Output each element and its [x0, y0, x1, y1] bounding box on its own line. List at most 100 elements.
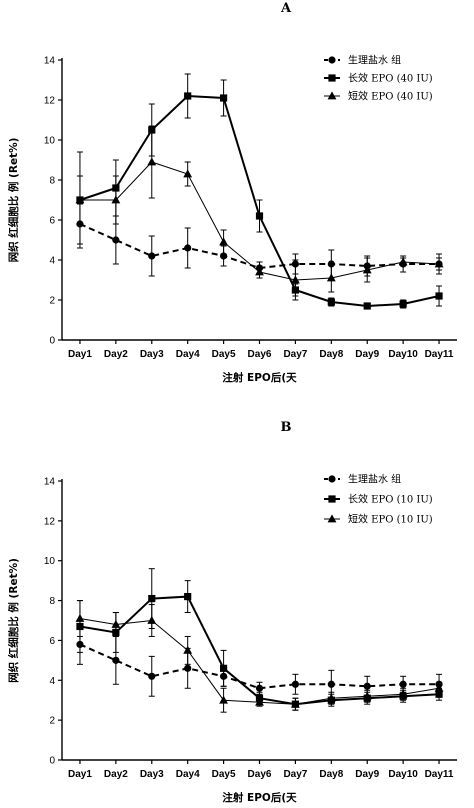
- data-point: [399, 300, 407, 308]
- legend-label: 生理盐水 组: [348, 54, 401, 67]
- y-tick-label: 0: [49, 756, 55, 767]
- data-point: [255, 267, 264, 276]
- data-point: [111, 619, 121, 628]
- y-tick-label: 10: [44, 136, 56, 147]
- data-point: [362, 265, 372, 274]
- x-tick-label: Day4: [176, 349, 200, 360]
- x-tick-label: Day9: [355, 349, 379, 360]
- legend-item: 长效 EPO (40 IU): [324, 72, 433, 85]
- x-tick-label: Day3: [140, 769, 164, 780]
- data-point: [326, 693, 336, 702]
- data-point: [147, 157, 157, 166]
- data-point: [363, 302, 371, 310]
- x-tick-label: Day4: [176, 769, 200, 780]
- data-point: [112, 236, 120, 244]
- data-point: [435, 292, 443, 300]
- series-line: [79, 643, 440, 690]
- series-triangle: [75, 125, 444, 301]
- data-point: [398, 257, 408, 266]
- x-tick-label: Day2: [104, 349, 128, 360]
- x-tick-label: Day7: [283, 349, 307, 360]
- y-tick-label: 12: [44, 516, 56, 527]
- data-point: [148, 252, 156, 260]
- x-tick-label: Day10: [388, 769, 418, 780]
- data-point: [112, 656, 120, 664]
- legend-marker: [327, 91, 337, 100]
- data-point: [219, 94, 228, 102]
- x-tick-label: Day6: [248, 769, 272, 780]
- data-point: [326, 273, 336, 282]
- data-point: [434, 683, 444, 692]
- x-tick-label: Day3: [140, 349, 164, 360]
- x-tick-label: Day1: [68, 769, 92, 780]
- legend-label: 生理盐水 组: [348, 473, 401, 486]
- data-point: [75, 613, 85, 622]
- legend-marker: [328, 74, 336, 82]
- series-triangle: [75, 600, 444, 713]
- x-tick-label: Day11: [425, 349, 454, 360]
- data-point: [148, 594, 156, 603]
- legend-label: 长效 EPO (40 IU): [348, 72, 433, 85]
- series-circle: [76, 623, 443, 699]
- data-point: [255, 684, 264, 692]
- x-tick-label: Day8: [319, 349, 343, 360]
- data-point: [291, 275, 300, 284]
- data-point: [111, 195, 121, 204]
- x-axis-title: 注射 EPO后(天: [222, 791, 297, 804]
- panel-title-a: A: [280, 1, 292, 16]
- y-tick-label: 8: [49, 176, 55, 187]
- x-tick-label: Day1: [68, 349, 92, 360]
- data-point: [255, 212, 264, 220]
- data-point: [398, 689, 408, 698]
- y-tick-label: 4: [49, 256, 55, 267]
- y-tick-label: 6: [49, 216, 55, 227]
- y-tick-label: 10: [44, 556, 56, 567]
- x-tick-label: Day5: [212, 349, 236, 360]
- data-point: [255, 697, 264, 706]
- data-point: [148, 672, 156, 680]
- legend-marker: [328, 56, 336, 64]
- chart-panel-a: A 0 2 4 6 8 10 12 14 Day1 Day2 Day3 Day4 Day5 Day6 Day7…: [7, 1, 457, 384]
- y-tick-label: 2: [49, 716, 55, 727]
- data-point: [399, 680, 407, 688]
- y-tick-label: 6: [49, 636, 55, 647]
- x-tick-label: Day5: [212, 769, 236, 780]
- x-tick-label: Day11: [425, 769, 454, 780]
- y-tick-label: 14: [44, 477, 56, 488]
- x-axis-title: 注射 EPO后(天: [222, 371, 297, 384]
- y-tick-label: 8: [49, 596, 55, 607]
- legend-label: 长效 EPO (10 IU): [348, 493, 433, 506]
- data-point: [291, 699, 300, 708]
- data-point: [219, 237, 228, 246]
- data-point: [184, 244, 192, 252]
- x-tick-label: Day7: [283, 769, 307, 780]
- y-tick-label: 4: [49, 676, 55, 687]
- legend-label: 短效 EPO (10 IU): [348, 513, 433, 526]
- chart-panel-b: B 0 2 4 6 8 10 12 14 Day1 Day2 Day3 Day4 Day5 Day6 Day7…: [7, 420, 457, 804]
- legend-marker: [327, 514, 337, 523]
- y-tick-label: 14: [44, 56, 56, 67]
- legend-item: 短效 EPO (10 IU): [324, 513, 433, 526]
- data-point: [434, 259, 444, 268]
- data-point: [183, 645, 193, 654]
- y-tick-label: 0: [49, 336, 55, 347]
- data-point: [183, 169, 193, 178]
- y-tick-label: 12: [44, 96, 56, 107]
- data-point: [363, 682, 371, 690]
- data-point: [219, 695, 228, 704]
- x-tick-label: Day2: [104, 769, 128, 780]
- legend-marker: [328, 475, 336, 483]
- data-point: [219, 664, 228, 672]
- data-point: [327, 680, 335, 688]
- legend-marker: [328, 495, 336, 503]
- data-point: [184, 592, 192, 601]
- y-axis-title: 网织 红细胞比 例 (Ret%): [7, 138, 20, 263]
- data-point: [147, 615, 157, 624]
- x-tick-label: Day6: [248, 349, 272, 360]
- data-point: [75, 195, 85, 204]
- data-point: [184, 92, 192, 100]
- legend-label: 短效 EPO (40 IU): [348, 90, 433, 103]
- legend-item: 长效 EPO (10 IU): [324, 493, 433, 506]
- y-tick-label: 2: [49, 296, 55, 307]
